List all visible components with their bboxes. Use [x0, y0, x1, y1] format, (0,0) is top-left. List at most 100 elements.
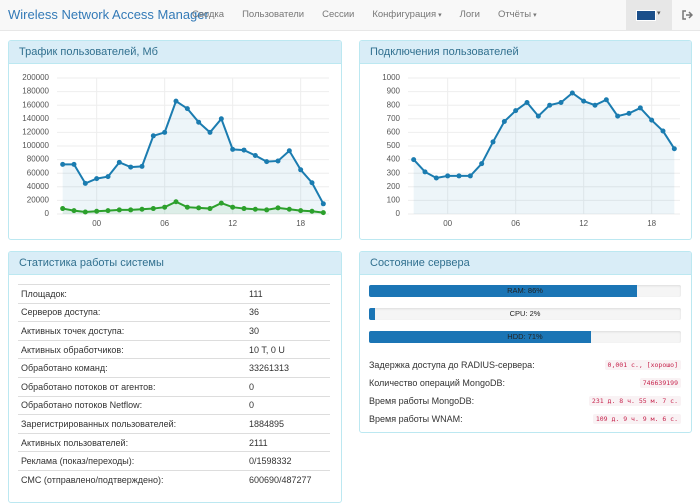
point	[162, 129, 168, 135]
caret: ▾	[657, 10, 661, 17]
stats-row: Серверов доступа: 36	[18, 302, 330, 322]
point	[150, 133, 156, 139]
point	[433, 175, 439, 181]
point	[196, 205, 202, 211]
point	[252, 206, 258, 212]
y-tick-label: 180000	[22, 87, 49, 96]
nav-item[interactable]: Сводка	[183, 0, 233, 30]
point	[207, 206, 213, 212]
brand[interactable]: Wireless Network Access Manager	[8, 7, 209, 22]
nav-items: Сводка Пользователи Сессии Конфигурация ▾ Лог…	[183, 0, 546, 30]
nav-item[interactable]: Пользователи	[233, 0, 313, 30]
x-tick-label: 12	[228, 219, 237, 228]
point	[592, 102, 598, 108]
point	[603, 97, 609, 103]
server-label: Время работы WNAM:	[369, 414, 463, 424]
server-value: 746639199	[639, 378, 681, 388]
stats-row: Реклама (показ/переходы): 0/1598332	[18, 451, 330, 471]
point	[196, 119, 202, 125]
point	[309, 208, 315, 214]
stats-label: Активных точек доступа:	[18, 321, 246, 341]
y-tick-label: 300	[387, 168, 401, 177]
progress-fill	[369, 308, 376, 320]
point	[524, 99, 530, 105]
point	[671, 146, 677, 152]
nav-label: Пользователи	[242, 9, 305, 20]
stats-label: Реклама (показ/переходы):	[18, 451, 246, 471]
area	[413, 92, 675, 214]
stats-value: 33261313	[246, 358, 330, 378]
stats-row: Обработано команд: 33261313	[18, 358, 330, 378]
nav-item[interactable]: Конфигурация ▾	[363, 0, 450, 30]
y-tick-label: 700	[387, 114, 401, 123]
y-tick-label: 200	[387, 182, 401, 191]
point	[275, 158, 281, 164]
server-label: Количество операций MongoDB:	[369, 378, 505, 388]
caret: ▾	[438, 12, 442, 19]
nav-item[interactable]: Логи	[451, 0, 489, 30]
server-body: RAM: 86% CPU: 2% HDD: 71% Задержка доступа …	[360, 275, 691, 428]
point	[139, 206, 145, 212]
progress-bar: CPU: 2%	[369, 308, 681, 320]
stats-label: Обработано потоков Netflow:	[18, 395, 246, 415]
point	[128, 164, 134, 170]
server-row: Время работы MongoDB: 231 д. 8 ч. 55 м. 7…	[369, 392, 681, 410]
point	[637, 105, 643, 111]
stats-label: Обработано потоков от агентов:	[18, 376, 246, 397]
logout-icon[interactable]	[681, 9, 693, 21]
point	[479, 161, 485, 167]
stats-value: 111	[246, 284, 330, 304]
point	[139, 163, 145, 169]
server-row: Задержка доступа до RADIUS-сервера: 0,001…	[369, 356, 681, 374]
stats-row: Активных точек доступа: 30	[18, 321, 330, 341]
point	[558, 99, 564, 105]
point	[467, 173, 473, 179]
y-tick-label: 140000	[22, 114, 49, 123]
point	[218, 116, 224, 122]
point	[264, 159, 270, 165]
nav-item[interactable]: Отчёты ▾	[489, 0, 546, 30]
y-tick-label: 120000	[22, 128, 49, 137]
point	[116, 159, 122, 165]
point	[173, 199, 179, 205]
y-tick-label: 20000	[27, 196, 50, 205]
point	[513, 108, 519, 114]
point	[581, 98, 587, 104]
point	[230, 204, 236, 210]
point	[535, 113, 541, 119]
y-tick-label: 0	[396, 209, 401, 218]
stats-value: 1884895	[246, 414, 330, 434]
point	[286, 206, 292, 212]
point	[298, 167, 304, 173]
stats-label: Площадок:	[18, 284, 246, 304]
stats-value: 0	[246, 395, 330, 415]
point	[162, 204, 168, 210]
chart: 0 100 200 300 400 500 600 700 800 900 1000 00 06 12 18	[382, 73, 680, 228]
stats-panel: Статистика работы системы Площадок: 111 Се…	[8, 251, 342, 503]
point	[252, 153, 258, 159]
stats-label: Серверов доступа:	[18, 302, 246, 322]
panel-title: Статистика работы системы	[9, 252, 341, 275]
stats-row: Обработано потоков Netflow: 0	[18, 395, 330, 415]
nav-item[interactable]: Сессии	[313, 0, 363, 30]
y-tick-label: 0	[45, 209, 50, 218]
point	[150, 206, 156, 212]
point	[94, 208, 100, 214]
server-label: Задержка доступа до RADIUS-сервера:	[369, 360, 535, 370]
stats-label: Активных обработчиков:	[18, 339, 246, 359]
stats-label: Зарегистрированных пользователей:	[18, 414, 246, 434]
point	[94, 176, 100, 182]
y-tick-label: 800	[387, 100, 401, 109]
point	[569, 90, 575, 96]
y-tick-label: 900	[387, 87, 401, 96]
user-menu[interactable]: ▾	[626, 0, 672, 30]
point	[615, 113, 621, 119]
y-tick-label: 200000	[22, 73, 49, 82]
point	[173, 98, 179, 104]
y-tick-label: 80000	[27, 155, 50, 164]
server-panel: Состояние сервера RAM: 86% CPU: 2% HDD: 71…	[359, 251, 692, 433]
server-row: Количество операций MongoDB: 746639199	[369, 374, 681, 392]
point	[490, 139, 496, 145]
point	[320, 210, 326, 216]
